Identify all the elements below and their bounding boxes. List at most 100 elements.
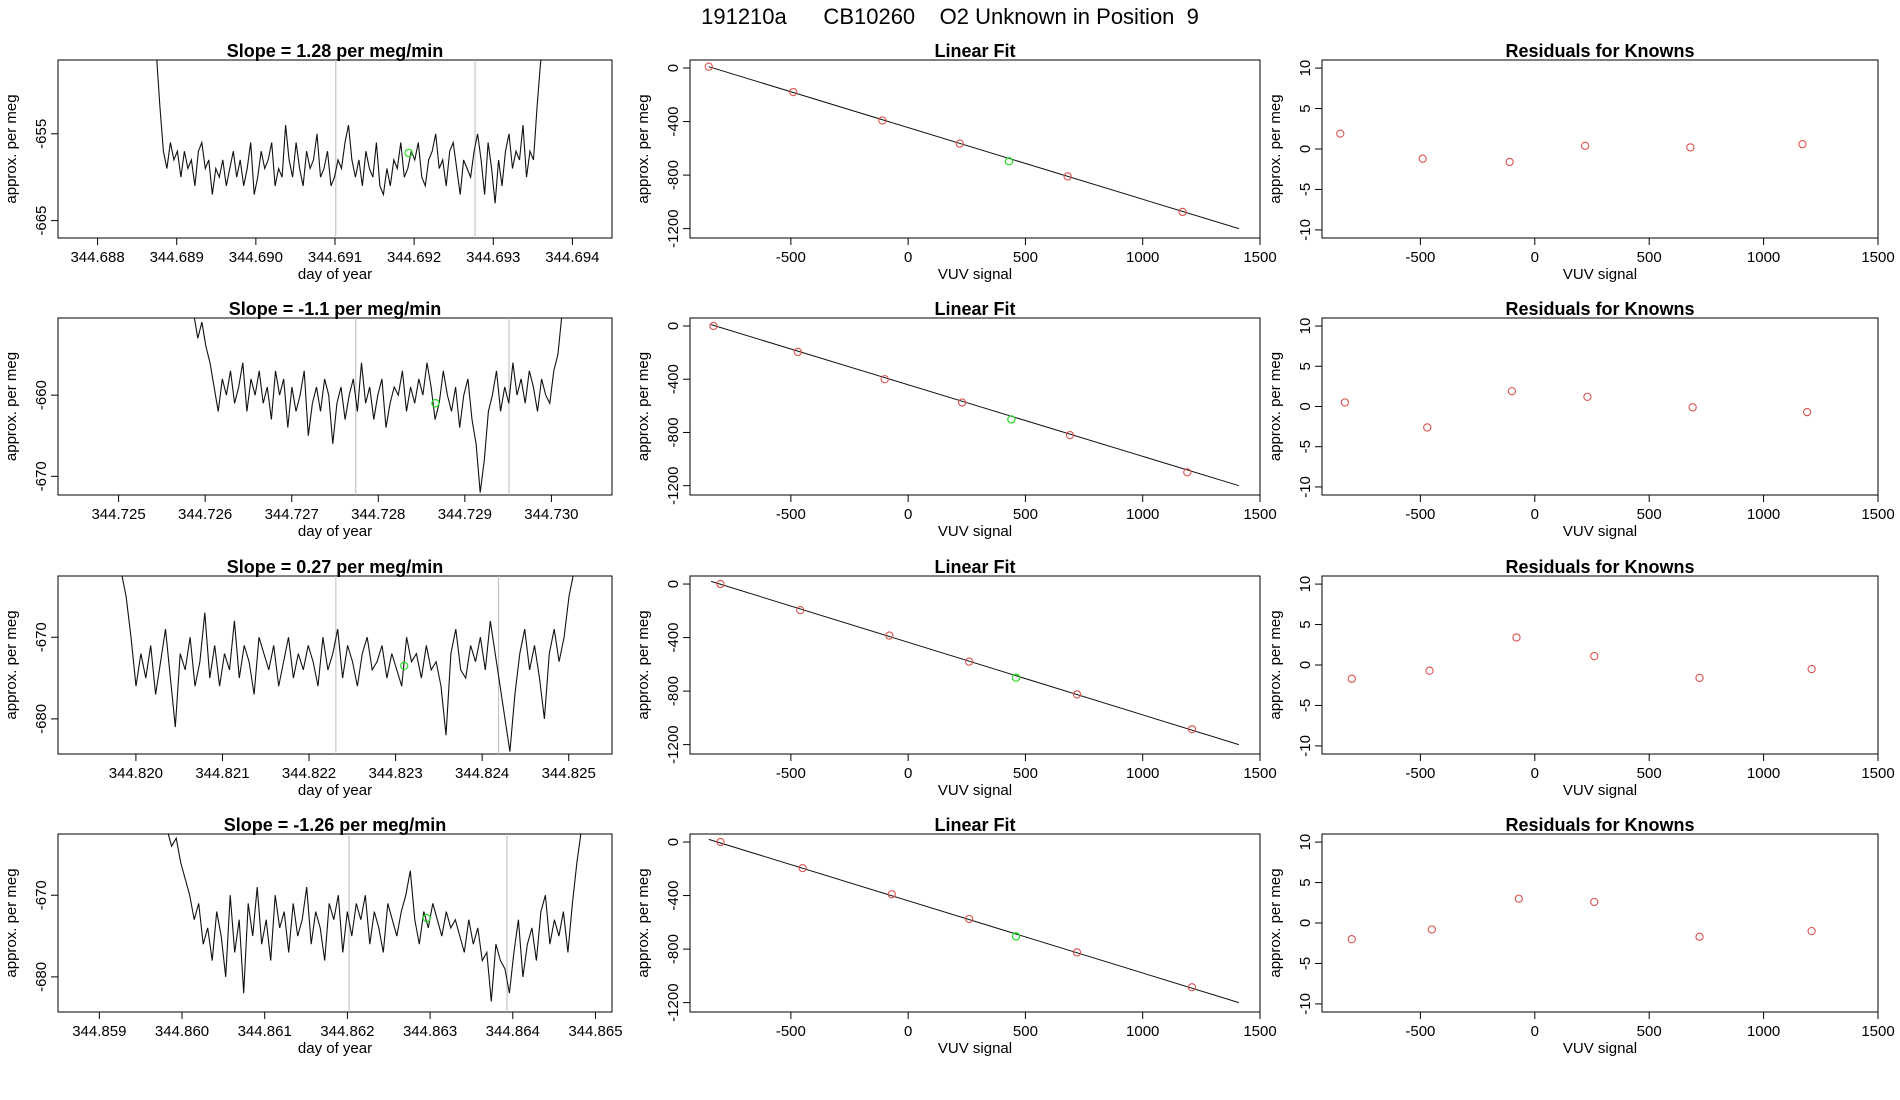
row3-fit-known-point <box>1072 690 1082 699</box>
row4-fit-known-point <box>716 837 725 847</box>
row3-timeseries-y-tick-label: -680 <box>33 704 50 734</box>
row4-timeseries-x-axis-label: day of year <box>298 1040 372 1057</box>
row2-fit-frame <box>689 317 1261 496</box>
row4-fit-known-point <box>887 890 896 899</box>
row3-fit-x-tick-label: 500 <box>1013 765 1038 782</box>
row2-fit-known-point <box>1183 468 1192 477</box>
row1-residuals-known-point <box>1505 157 1514 167</box>
row1-fit-y-tick-label: 0 <box>665 64 682 72</box>
row1-timeseries-x-tick-label: 344.691 <box>308 249 362 266</box>
row2-residuals-x-tick-label: -500 <box>1405 506 1435 523</box>
row4-residuals-y-tick-label: -10 <box>1297 993 1314 1015</box>
row4-residuals-frame <box>1321 833 1879 1013</box>
row3-residuals-x-tick-label: 0 <box>1531 765 1539 782</box>
row2-fit-x-tick-label: 0 <box>904 506 912 523</box>
row2-residuals-known-point <box>1688 403 1697 412</box>
row3-fit-known-point <box>964 657 974 666</box>
row4-timeseries-title: Slope = -1.26 per meg/min <box>224 815 447 835</box>
row2-residuals-known-point <box>1423 423 1432 432</box>
row3-residuals-known-point <box>1695 673 1704 683</box>
row4-residuals-x-axis-label: VUV signal <box>1563 1040 1637 1057</box>
row2-fit-known-point <box>1065 430 1075 440</box>
row2-residuals-known-point <box>1583 392 1592 401</box>
row1-residuals-frame <box>1321 59 1879 239</box>
row3-residuals-y-axis-label: approx. per meg <box>1267 610 1284 719</box>
row2-residuals-y-tick-label: -5 <box>1297 440 1314 453</box>
row1-timeseries-x-tick-label: 344.690 <box>229 249 283 266</box>
row1-fit-known-point <box>704 62 713 71</box>
row2-fit-known-point <box>793 347 803 357</box>
row4-timeseries-y-tick-label: -680 <box>33 962 50 992</box>
row1-residuals-title: Residuals for Knowns <box>1505 41 1694 61</box>
row4-fit-unknown-point <box>1011 932 1021 941</box>
row4-residuals-title: Residuals for Knowns <box>1505 815 1694 835</box>
row2-timeseries-x-tick-label: 344.730 <box>524 506 578 523</box>
row1-fit-known-point <box>789 87 798 97</box>
row1-fit-known-point <box>955 139 964 148</box>
row2-fit-y-tick-label: 0 <box>665 322 682 330</box>
row2-residuals-x-tick-label: 0 <box>1531 506 1539 523</box>
row2-fit-x-tick-label: 1000 <box>1126 506 1159 523</box>
row1-fit-y-tick-label: -800 <box>665 160 682 190</box>
row4-timeseries-x-tick-label: 344.863 <box>403 1023 457 1040</box>
row3-residuals-y-tick-label: -10 <box>1297 735 1314 757</box>
row3-timeseries-x-tick-label: 344.823 <box>368 765 422 782</box>
row4-timeseries-frame <box>57 833 613 1013</box>
row1-timeseries-x-tick-label: 344.694 <box>545 249 599 266</box>
row1-timeseries-x-tick-label: 344.689 <box>150 249 204 266</box>
row4-fit-x-tick-label: -500 <box>776 1023 806 1040</box>
row1-fit-x-axis-label: VUV signal <box>938 266 1012 283</box>
row3-residuals-known-point <box>1807 664 1816 674</box>
row1-timeseries-unknown-point <box>404 148 413 158</box>
row1-residuals-x-tick-label: 0 <box>1531 249 1539 266</box>
row2-fit-x-tick-label: 1500 <box>1243 506 1276 523</box>
row2-timeseries-x-tick-label: 344.726 <box>178 506 232 523</box>
row3-timeseries-x-tick-label: 344.820 <box>109 765 163 782</box>
row3-fit-frame <box>689 575 1261 755</box>
row1-timeseries-x-tick-label: 344.693 <box>466 249 520 266</box>
row1-fit-x-tick-label: 1500 <box>1243 249 1276 266</box>
row3-residuals-known-point <box>1347 674 1356 683</box>
row4-residuals-y-tick-label: 10 <box>1297 834 1314 851</box>
row3-fit-known-point <box>1187 725 1197 734</box>
row1-fit-frame <box>689 59 1261 239</box>
row2-residuals-x-tick-label: 1000 <box>1747 506 1780 523</box>
row4-fit-y-axis-label: approx. per meg <box>635 868 652 977</box>
row4-timeseries-y-tick-label: -670 <box>33 880 50 910</box>
row4-residuals-y-tick-label: -5 <box>1297 957 1314 970</box>
row2-fit-y-tick-label: -1200 <box>665 466 682 504</box>
row2-fit-unknown-point <box>1007 415 1016 424</box>
row3-fit-known-point <box>796 605 805 615</box>
row2-fit-title: Linear Fit <box>934 299 1015 319</box>
row4-fit-known-point <box>1072 948 1082 957</box>
row2-timeseries-unknown-point <box>431 399 440 408</box>
row3-residuals-x-tick-label: 1000 <box>1747 765 1780 782</box>
row1-fit-title: Linear Fit <box>934 41 1015 61</box>
row3-residuals-x-axis-label: VUV signal <box>1563 782 1637 799</box>
row2-residuals-known-point <box>1507 387 1517 396</box>
row1-residuals-y-axis-label: approx. per meg <box>1267 94 1284 203</box>
row3-residuals-frame <box>1321 575 1879 755</box>
row2-residuals-x-axis-label: VUV signal <box>1563 523 1637 540</box>
row2-fit-x-axis-label: VUV signal <box>938 523 1012 540</box>
row3-residuals-known-point <box>1590 651 1599 661</box>
row4-timeseries-x-tick-label: 344.864 <box>486 1023 540 1040</box>
row4-residuals-x-tick-label: 0 <box>1531 1023 1539 1040</box>
row3-fit-y-tick-label: 0 <box>665 580 682 588</box>
row1-residuals-y-tick-label: 10 <box>1297 60 1314 77</box>
row2-fit-known-point <box>880 375 889 384</box>
row4-residuals-y-tick-label: 0 <box>1297 919 1314 927</box>
row2-residuals-known-point <box>1340 398 1350 407</box>
row3-fit-x-tick-label: 1500 <box>1243 765 1276 782</box>
row4-timeseries-x-tick-label: 344.865 <box>568 1023 622 1040</box>
row3-fit-known-point <box>716 579 725 589</box>
row1-fit-y-tick-label: -400 <box>665 107 682 137</box>
row3-timeseries-title: Slope = 0.27 per meg/min <box>227 557 444 577</box>
row4-fit-x-tick-label: 1000 <box>1126 1023 1159 1040</box>
row1-timeseries-x-tick-label: 344.688 <box>70 249 124 266</box>
row2-timeseries-x-tick-label: 344.725 <box>91 506 145 523</box>
row2-timeseries-x-axis-label: day of year <box>298 523 372 540</box>
row2-residuals-title: Residuals for Knowns <box>1505 299 1694 319</box>
row3-fit-known-point <box>885 631 894 640</box>
row1-residuals-known-point <box>1798 139 1807 149</box>
